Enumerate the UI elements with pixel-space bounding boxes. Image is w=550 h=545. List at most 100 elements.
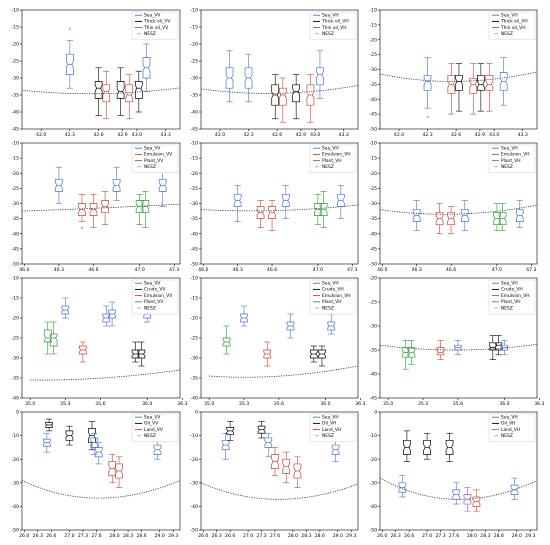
y-tick-label: -30	[190, 201, 198, 207]
legend-label: Sea_VH	[322, 415, 339, 421]
legend-label: Thin oil_VH	[500, 25, 526, 31]
y-tick-label: -40	[190, 110, 198, 116]
legend-marker-nesz	[494, 435, 496, 437]
y-tick-label: -25	[369, 186, 377, 192]
x-tick-label: 43.3	[518, 132, 528, 138]
box-body	[55, 178, 63, 192]
panel-9: -45 -40 -35 -30 -25 -20 35.0 35.3 35.6 36.0 36.3 Se…	[369, 276, 544, 407]
y-tick-label: -30	[369, 324, 377, 330]
box-body	[158, 178, 167, 192]
outlier-point	[68, 27, 72, 30]
nesz-curve	[21, 480, 181, 499]
legend-label: Land_VH	[322, 427, 341, 433]
box-blackseries	[226, 421, 235, 441]
panel-6: -50 -45 -40 -35 -30 -25 -20 -15 -10 46.0 46.3 46.6 4…	[369, 141, 538, 273]
y-tick-label: -20	[369, 171, 377, 177]
x-tick-label: 28.6	[315, 533, 325, 539]
x-tick-label: 36.0	[499, 401, 509, 407]
nesz-curve	[379, 204, 538, 215]
box-sea	[286, 313, 295, 339]
box-red	[282, 451, 291, 484]
legend-frame	[488, 11, 536, 41]
legend-label: Sea_VH	[322, 13, 339, 19]
box-sea	[233, 185, 242, 222]
outlier-point	[80, 226, 84, 229]
box-body	[244, 67, 253, 89]
y-tick-label: -10	[11, 141, 19, 147]
legend-marker-nesz	[494, 33, 496, 35]
box-sea	[90, 432, 99, 455]
legend-frame	[131, 144, 179, 174]
panel-11: -50 -40 -30 -20 -10 0 26.0 26.3 26.6 27.0 27.3 27.6…	[190, 410, 359, 539]
box-body	[423, 75, 432, 91]
box-body	[90, 437, 99, 448]
box-body	[282, 458, 291, 474]
box-sea	[336, 185, 345, 219]
x-tick-label: 29.3	[346, 533, 356, 539]
box-sea	[510, 477, 519, 500]
y-tick-label: -30	[11, 201, 19, 207]
y-tick-label: -40	[369, 97, 377, 103]
box-blackseries	[45, 418, 53, 432]
legend-marker-nesz	[496, 33, 498, 35]
box-body	[226, 426, 235, 435]
box-body	[469, 78, 478, 94]
box-sea	[331, 440, 340, 462]
x-tick-label: 27.6	[449, 533, 459, 539]
y-tick-label: -10	[11, 433, 19, 439]
box-body	[42, 438, 51, 447]
y-tick-label: -10	[11, 8, 19, 14]
x-tick-label: 26.6	[225, 533, 235, 539]
y-tick-label: -45	[190, 127, 198, 133]
x-tick-label: 28.6	[494, 533, 504, 539]
nesz-curve	[379, 477, 538, 500]
legend-label: Emulsion_VH	[501, 293, 530, 299]
box-body	[477, 75, 485, 91]
y-tick-label: -35	[190, 216, 198, 222]
x-tick-label: 35.3	[418, 401, 428, 407]
box-body	[510, 484, 519, 495]
legend-marker-nesz	[139, 33, 141, 35]
axes-frame	[379, 277, 538, 399]
y-tick-label: -40	[369, 372, 377, 378]
x-tick-label: 28.3	[123, 533, 133, 539]
y-tick-label: -20	[369, 457, 377, 463]
box-sea	[225, 50, 234, 103]
box-sea	[452, 482, 461, 505]
x-tick-label: 35.0	[204, 401, 214, 407]
y-tick-label: -35	[11, 216, 19, 222]
x-tick-label: 29.0	[512, 533, 522, 539]
y-tick-label: -15	[190, 156, 198, 162]
legend-label: Sea_VH	[322, 146, 339, 152]
box-body	[101, 200, 109, 213]
box-green	[222, 325, 231, 355]
y-tick-label: -20	[369, 276, 377, 282]
box-body	[141, 200, 150, 213]
legend-label: Sea_VH	[501, 415, 518, 421]
box-red	[102, 70, 111, 120]
box-body	[222, 337, 231, 347]
legend-marker-nesz	[139, 435, 141, 437]
panel-12: -50 -40 -30 -20 -10 0 26.0 26.3 26.6 27.0 27.3 27.6…	[369, 410, 538, 539]
box-body	[327, 321, 336, 331]
x-tick-label: 35.0	[383, 401, 393, 407]
legend-marker-nesz	[137, 166, 139, 168]
y-tick-label: -40	[369, 231, 377, 237]
x-tick-label: 36.0	[142, 401, 152, 407]
box-purple	[463, 487, 472, 512]
box-body	[436, 347, 445, 356]
y-tick-label: -10	[190, 276, 198, 282]
box-body	[225, 67, 234, 89]
nesz-curve	[30, 369, 181, 381]
y-tick-label: -15	[369, 22, 377, 28]
legend-label: Emulsion_VV	[144, 293, 172, 299]
legend-marker-nesz	[317, 435, 319, 437]
box-blackseries	[318, 345, 326, 367]
nesz-curve	[200, 482, 359, 500]
box-body	[447, 75, 456, 94]
box-sea	[66, 27, 74, 89]
axes-frame	[379, 411, 538, 531]
